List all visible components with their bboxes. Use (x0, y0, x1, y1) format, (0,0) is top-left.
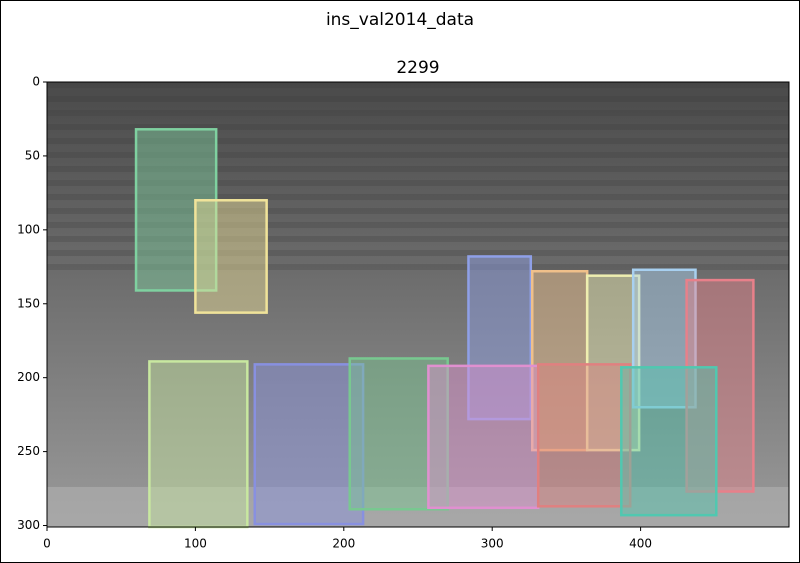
y-tick-label: 200 (17, 370, 40, 384)
x-tick-label: 300 (481, 537, 504, 551)
axes-title: 2299 (396, 58, 439, 78)
photo-texture (47, 208, 789, 214)
instance-box (253, 363, 365, 526)
photo (47, 82, 789, 527)
photo-texture (47, 82, 789, 88)
instance-box (348, 357, 449, 511)
photo-texture (47, 250, 789, 256)
instance-box (467, 255, 533, 421)
x-tick-label: 0 (43, 537, 51, 551)
instance-box (134, 128, 218, 292)
y-tick-label: 0 (32, 75, 40, 89)
photo-ground (47, 487, 789, 527)
instance-box (536, 363, 632, 508)
instance-box (427, 364, 540, 510)
instance-box (194, 199, 268, 314)
y-tick-label: 100 (17, 222, 40, 236)
photo-texture (47, 264, 789, 270)
instance-box (631, 268, 697, 409)
instance-box (685, 278, 755, 493)
instance-box (585, 274, 641, 452)
instance-box (148, 360, 249, 529)
x-tick-label: 400 (629, 537, 652, 551)
y-tick-label: 50 (25, 148, 40, 162)
instance-box (620, 366, 718, 517)
y-tick-label: 300 (17, 518, 40, 532)
y-tick-label: 250 (17, 444, 40, 458)
photo-texture (47, 96, 789, 102)
photo-texture (47, 236, 789, 242)
photo-texture (47, 138, 789, 144)
photo-texture (47, 110, 789, 116)
photo-texture (47, 166, 789, 172)
photo-texture (47, 180, 789, 186)
x-tick-label: 100 (184, 537, 207, 551)
photo-texture (47, 152, 789, 158)
axes-frame (46, 81, 790, 528)
photo-texture (47, 124, 789, 130)
figure-title: ins_val2014_data (326, 10, 474, 30)
photo-texture (47, 194, 789, 200)
y-tick-label: 150 (17, 296, 40, 310)
x-tick-label: 200 (332, 537, 355, 551)
photo-texture (47, 222, 789, 228)
